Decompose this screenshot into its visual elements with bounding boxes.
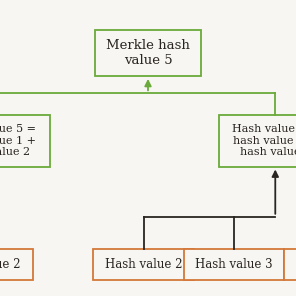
Text: hash value 5 =
hash value 1 +
hash value 2: hash value 5 = hash value 1 + hash value… [0, 124, 36, 157]
FancyBboxPatch shape [219, 115, 296, 166]
FancyBboxPatch shape [95, 30, 201, 76]
FancyBboxPatch shape [93, 249, 194, 281]
FancyBboxPatch shape [284, 249, 296, 281]
Text: Hash value 2: Hash value 2 [105, 258, 182, 271]
FancyBboxPatch shape [0, 115, 50, 166]
Text: Hash value 3: Hash value 3 [195, 258, 273, 271]
FancyBboxPatch shape [184, 249, 284, 281]
FancyBboxPatch shape [0, 249, 33, 281]
Text: Hash value 4 =
hash value 2 +
hash value 3: Hash value 4 = hash value 2 + hash value… [232, 124, 296, 157]
Text: Merkle hash
value 5: Merkle hash value 5 [106, 39, 190, 67]
Text: Hash value 2: Hash value 2 [0, 258, 21, 271]
